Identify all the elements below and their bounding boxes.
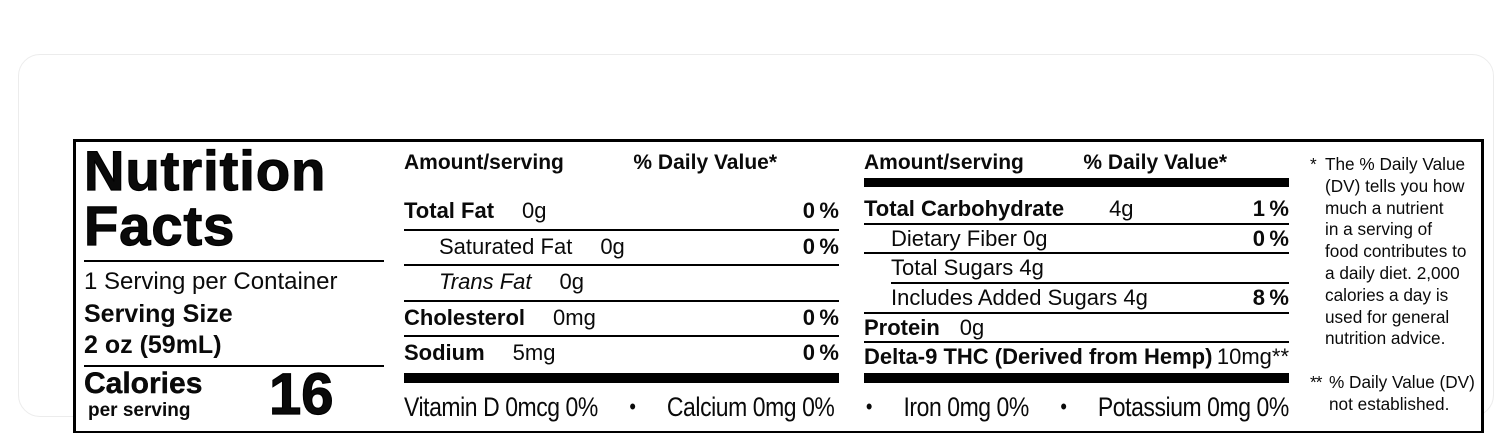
nutrient-name: Delta-9 THC (Derived from Hemp): [864, 344, 1213, 370]
delta9-thc-row: Delta-9 THC (Derived from Hemp) 10mg**: [864, 343, 1289, 373]
nutrient-column-right: Amount/serving % Daily Value* Total Carb…: [864, 142, 1289, 433]
nutrient-name: Protein: [864, 314, 940, 340]
nutrient-amount: 0g: [600, 233, 625, 259]
asterisk-marker: *: [1310, 154, 1317, 174]
thick-bar: [404, 373, 839, 383]
footnote-line: not established.: [1329, 393, 1450, 414]
added-sugars-row: Includes Added Sugars 4g 8 %: [864, 284, 1289, 314]
nutrient-dv: 0 %: [802, 304, 839, 330]
nutrient-amount: 0g: [959, 314, 985, 340]
bullet-separator: •: [1060, 394, 1067, 419]
identity-panel: Nutrition Facts 1 Serving per Container …: [83, 139, 387, 433]
nutrient-dv: 0 %: [802, 198, 839, 223]
amount-per-serving-header: Amount/serving: [864, 151, 1024, 174]
double-asterisk-marker: **: [1310, 372, 1322, 392]
bullet-separator: •: [629, 394, 636, 419]
footnote-line: used for general: [1325, 306, 1450, 327]
footnote-line: (DV) tells you how: [1325, 175, 1465, 196]
saturated-fat-row: Saturated Fat 0g 0 %: [404, 231, 839, 267]
nutrient-name: Sodium: [404, 340, 485, 366]
sodium-row: Sodium 5mg 0 %: [404, 337, 839, 373]
nutrient-name: Total Fat: [404, 198, 495, 223]
total-fat-row: Total Fat 0g 0 %: [404, 195, 839, 231]
title-line-1: Nutrition: [83, 139, 327, 202]
micronutrient-strip: Vitamin D 0mcg 0% • Calcium 0mg 0% • Iro…: [404, 392, 1289, 424]
daily-value-header: % Daily Value*: [633, 151, 777, 174]
calories-value: 16: [268, 362, 334, 427]
footnote-text: % Daily Value (DV) not established.: [1329, 372, 1486, 416]
nutrient-rows: Total Carbohydrate 4g 1 % Dietary Fiber …: [864, 195, 1289, 373]
cholesterol-row: Cholesterol 0mg 0 %: [404, 302, 839, 338]
nutrient-name: Dietary Fiber 0g: [891, 225, 1048, 251]
nutrient-name: Total Sugars 4g: [891, 255, 1044, 281]
nutrient-dv: 0 %: [802, 340, 839, 366]
nutrient-name: Cholesterol: [404, 304, 526, 330]
nutrient-name: Total Carbohydrate: [864, 196, 1065, 221]
footnote-line: nutrition advice.: [1325, 328, 1446, 349]
nutrient-amount: 4g: [1109, 196, 1134, 221]
daily-value-footnote: * The % Daily Value (DV) tells you how m…: [1310, 154, 1486, 350]
serving-size-label: Serving Size: [84, 300, 233, 328]
micronutrient-item: Iron 0mg 0%: [903, 392, 1029, 422]
total-carbohydrate-row: Total Carbohydrate 4g 1 %: [864, 195, 1289, 225]
nutrient-amount: 5mg: [512, 340, 556, 366]
nutrient-amount: 0g: [522, 198, 547, 223]
micronutrient-list: Vitamin D 0mcg 0% • Calcium 0mg 0% • Iro…: [404, 392, 1289, 422]
nutrient-name: Trans Fat: [439, 269, 532, 295]
footnote-line: % Daily Value (DV): [1329, 372, 1475, 392]
label-title: Nutrition Facts: [83, 139, 327, 257]
micronutrient-item: Potassium 0mg 0%: [1097, 392, 1289, 422]
divider-rule: [84, 365, 384, 367]
title-line-2: Facts: [83, 194, 236, 257]
nutrient-rows: Total Fat 0g 0 % Saturated Fat 0g 0 % Tr…: [404, 195, 839, 373]
label-card: Nutrition Facts 1 Serving per Container …: [18, 54, 1494, 433]
total-sugars-row: Total Sugars 4g: [864, 254, 1289, 284]
nutrient-name: Saturated Fat: [439, 233, 573, 259]
footnote-line: The % Daily Value: [1325, 154, 1466, 174]
nutrient-amount: 0mg: [553, 304, 596, 330]
nutrient-amount: 0g: [559, 269, 584, 295]
footnote-line: a daily diet. 2,000: [1325, 262, 1460, 283]
nutrient-amount: 10mg**: [1216, 344, 1289, 370]
thick-bar: [864, 178, 1289, 187]
protein-row: Protein 0g: [864, 314, 1289, 344]
footnote-line: much a nutrient: [1325, 197, 1444, 218]
column-header: Amount/serving % Daily Value*: [864, 151, 1289, 175]
thick-bar: [864, 373, 1289, 383]
nutrient-name: Includes Added Sugars 4g: [891, 285, 1148, 311]
not-established-footnote: ** % Daily Value (DV) not established.: [1310, 372, 1486, 416]
nutrient-dv: 1 %: [1252, 196, 1289, 221]
calories-sublabel: per serving: [88, 400, 191, 421]
nutrient-dv: 8 %: [1252, 285, 1289, 311]
footnote-line: in a serving of: [1325, 219, 1433, 240]
footnote-line: food contributes to: [1325, 241, 1467, 262]
nutrient-column-left: Amount/serving % Daily Value* Total Fat …: [404, 142, 839, 433]
divider-rule: [84, 260, 384, 262]
nutrient-dv: 0 %: [1252, 225, 1289, 251]
calories-label: Calories: [84, 367, 203, 400]
trans-fat-row: Trans Fat 0g: [404, 266, 839, 302]
bottom-rule: [76, 431, 1481, 433]
micronutrient-item: Calcium 0mg 0%: [666, 392, 835, 422]
footnotes-panel: * The % Daily Value (DV) tells you how m…: [1310, 142, 1486, 433]
column-header: Amount/serving % Daily Value*: [404, 151, 839, 175]
servings-per-container: 1 Serving per Container: [84, 268, 338, 295]
footnote-line: calories a day is: [1325, 284, 1449, 305]
bullet-separator: •: [865, 394, 873, 419]
dietary-fiber-row: Dietary Fiber 0g 0 %: [864, 225, 1289, 255]
nutrition-facts-label: Nutrition Facts 1 Serving per Container …: [73, 139, 1484, 433]
serving-size-value: 2 oz (59mL): [84, 331, 222, 359]
amount-per-serving-header: Amount/serving: [404, 151, 564, 174]
micronutrient-item: Vitamin D 0mcg 0%: [404, 392, 598, 422]
footnote-text: The % Daily Value (DV) tells you how muc…: [1325, 154, 1486, 350]
daily-value-header: % Daily Value*: [1083, 151, 1227, 174]
nutrient-dv: 0 %: [802, 233, 839, 259]
